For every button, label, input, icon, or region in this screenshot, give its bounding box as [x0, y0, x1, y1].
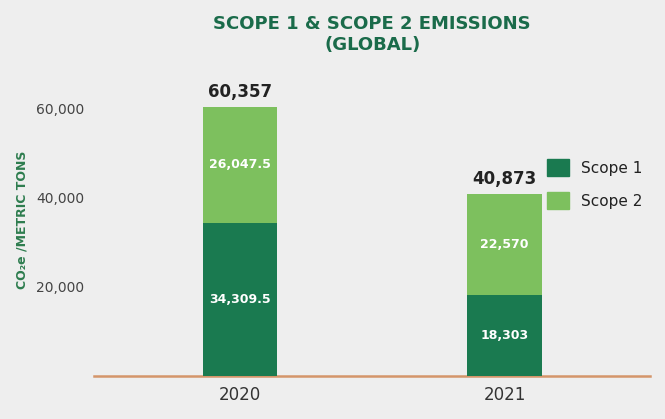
Text: 26,047.5: 26,047.5 [209, 158, 271, 171]
Bar [203, 223, 277, 376]
Bar [467, 295, 541, 376]
Bar [203, 107, 277, 223]
Text: 34,309.5: 34,309.5 [209, 293, 271, 306]
Bar [467, 194, 541, 295]
Text: 18,303: 18,303 [480, 329, 529, 342]
Legend: Scope 1, Scope 2: Scope 1, Scope 2 [547, 159, 642, 210]
Title: SCOPE 1 & SCOPE 2 EMISSIONS
(GLOBAL): SCOPE 1 & SCOPE 2 EMISSIONS (GLOBAL) [213, 15, 531, 54]
Text: 60,357: 60,357 [207, 83, 272, 101]
Text: 22,570: 22,570 [480, 238, 529, 251]
Y-axis label: CO₂e /METRIC TONS: CO₂e /METRIC TONS [15, 151, 28, 289]
Text: 40,873: 40,873 [472, 171, 537, 189]
